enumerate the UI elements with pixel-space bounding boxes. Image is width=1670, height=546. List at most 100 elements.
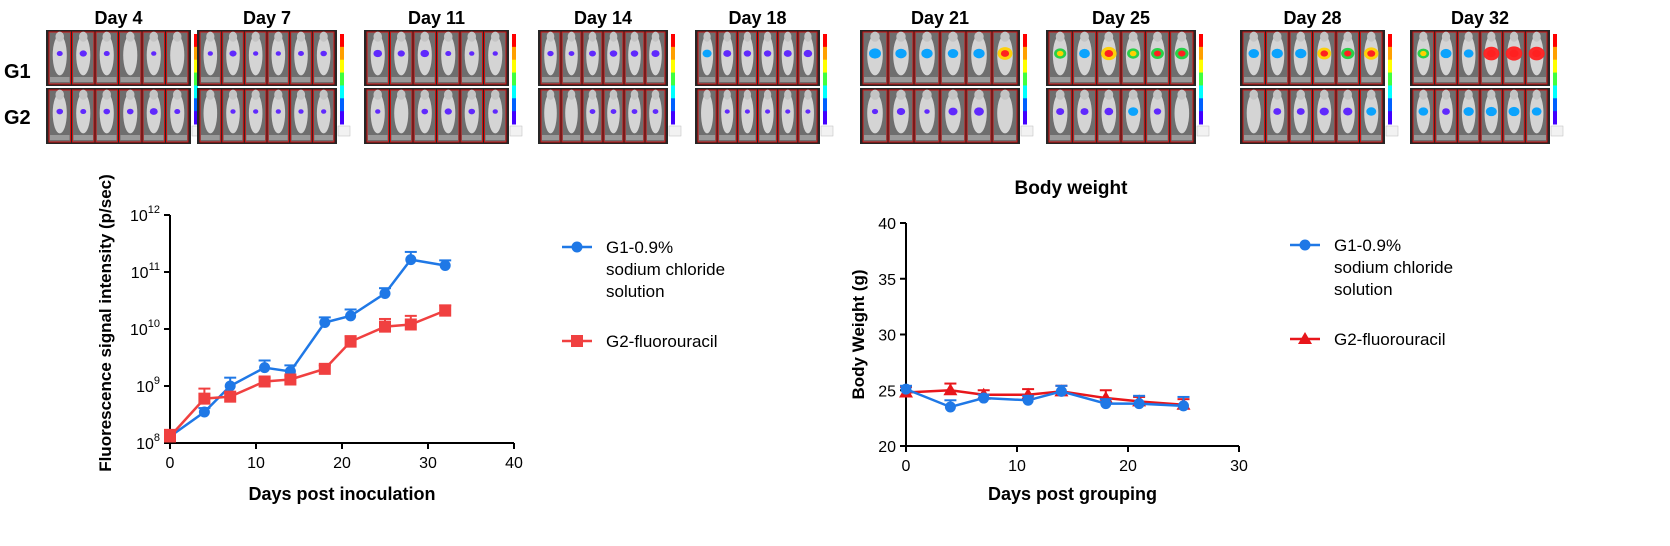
colorbar-segment <box>1388 46 1392 61</box>
mouse-head <box>1532 31 1541 42</box>
mouse-id-strip <box>462 77 482 82</box>
mouse-image <box>1048 31 1072 85</box>
y-tick-label: 109 <box>136 375 160 396</box>
mouse-image <box>1289 31 1312 85</box>
mouse-body <box>203 93 218 134</box>
signal-blob <box>765 109 771 114</box>
signal-blob <box>1463 107 1474 116</box>
data-point <box>1055 385 1067 397</box>
mouse-image <box>437 89 460 143</box>
signal-blob <box>253 109 259 114</box>
signal-blob <box>56 50 63 57</box>
mouse-image <box>1121 31 1145 85</box>
y-tick-label: 30 <box>878 328 896 345</box>
colorbar-segment <box>1023 46 1027 61</box>
mouse-image <box>717 89 737 143</box>
mouse-head <box>948 89 958 100</box>
mouse-id-strip <box>864 135 886 140</box>
signal-blob <box>1104 107 1114 116</box>
mouse-id-strip <box>1527 135 1546 140</box>
signal-blob <box>763 50 772 57</box>
mouse-image <box>95 31 118 85</box>
mouse-head <box>1249 89 1258 100</box>
colorbar-segment <box>1553 85 1557 99</box>
mouse-head <box>1128 89 1138 100</box>
mouse-head <box>1441 89 1451 100</box>
mouse-head <box>1273 89 1282 100</box>
mouse-image <box>1097 31 1121 85</box>
signal-blob <box>149 108 158 115</box>
data-point <box>439 260 451 272</box>
signal-core <box>1153 50 1162 57</box>
mouse-image <box>390 89 413 143</box>
legend-item: G1-0.9% sodium chloride solution <box>562 238 725 301</box>
data-point <box>258 375 271 388</box>
mouse-id-strip <box>1074 77 1095 82</box>
series <box>164 304 452 443</box>
mouse-id-strip <box>485 135 505 140</box>
mouse-head <box>1000 89 1010 100</box>
data-point <box>439 304 452 317</box>
y-axis-label: Fluorescence signal intensity (p/sec) <box>96 174 115 472</box>
signal-blob <box>1418 107 1429 116</box>
mouse-id-strip <box>1244 77 1264 82</box>
signal-blob <box>151 51 157 56</box>
legend-label: G2-fluorouracil <box>606 332 718 351</box>
mouse-head <box>870 31 880 42</box>
colorbar-segment <box>671 34 675 48</box>
signal-blob <box>1366 107 1377 116</box>
signal-blob <box>275 51 281 56</box>
mouse-id-strip <box>1050 77 1071 82</box>
mouse-head <box>206 89 215 100</box>
mouse-image <box>142 31 165 85</box>
colorbar-segment <box>1388 85 1392 99</box>
mouse-image <box>1435 89 1457 143</box>
mouse-image <box>561 89 582 143</box>
mouse-head <box>296 89 306 100</box>
signal-blob <box>320 50 327 57</box>
mouse-head <box>1509 89 1519 100</box>
series <box>900 383 1190 413</box>
fluorescence-chart: 108 109 1010 1011 1012 0 10 20 30 40 Days post ino… <box>96 174 725 504</box>
signal-blob <box>373 49 383 58</box>
mouse-id-strip <box>1414 135 1433 140</box>
x-tick-label: 30 <box>419 455 437 472</box>
mouse-id-strip <box>542 135 559 140</box>
mouse-head <box>784 31 792 42</box>
mouse-head <box>444 31 453 42</box>
mouse-id-strip <box>1267 77 1287 82</box>
mouse-body <box>997 93 1013 134</box>
mouse-id-strip <box>626 77 643 82</box>
colorbar-segment <box>671 98 675 112</box>
colorbar-segment <box>823 46 827 61</box>
y-tick-label: 20 <box>878 439 896 456</box>
mouse-head <box>630 89 639 100</box>
mouse-image <box>1457 89 1480 143</box>
mouse-head <box>1055 89 1065 100</box>
day-label: Day 21 <box>911 8 969 28</box>
mouse-head <box>228 31 238 42</box>
mouse-head <box>743 31 752 42</box>
mouse-id-strip <box>1123 77 1144 82</box>
legend-marker <box>571 335 583 347</box>
mouse-id-strip <box>699 135 716 140</box>
mouse-image <box>222 89 244 143</box>
mouse-image <box>366 89 389 143</box>
mouse-image <box>1097 89 1121 143</box>
mouse-id-strip <box>314 135 333 140</box>
mouse-image <box>914 31 940 85</box>
colorbar-segment <box>1023 85 1027 99</box>
mouse-image <box>460 89 483 143</box>
colorbar-segment <box>1388 98 1392 112</box>
mouse-image <box>413 89 436 143</box>
colorbar-segment <box>194 46 198 61</box>
signal-blob <box>275 109 281 114</box>
mouse-id-strip <box>1361 77 1381 82</box>
mouse-image <box>1336 31 1359 85</box>
mouse-head <box>1177 89 1187 100</box>
colorbar-segment <box>1023 59 1027 74</box>
colorbar-segment <box>512 46 516 61</box>
mouse-head <box>102 31 111 42</box>
group-label: G1 <box>4 61 31 83</box>
